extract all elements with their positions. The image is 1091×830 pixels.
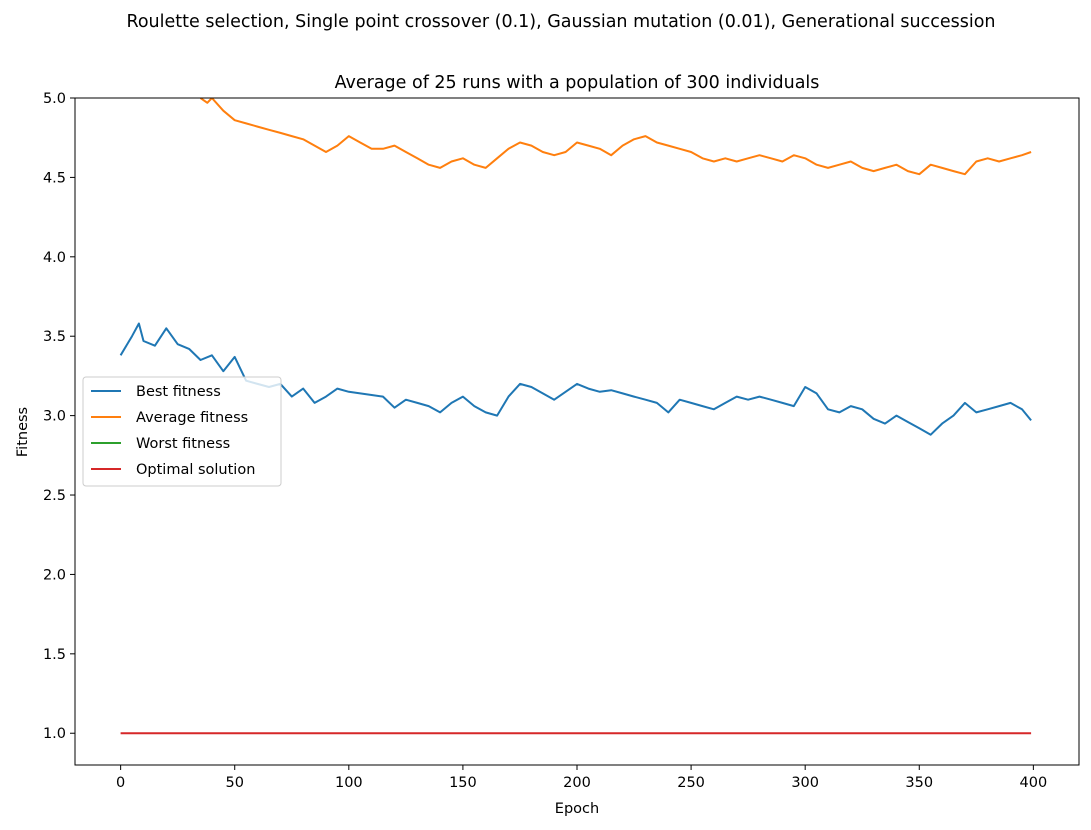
- legend-box: [82, 376, 282, 487]
- y-tick-label: 3.5: [43, 329, 66, 345]
- legend: Best fitness Average fitness Worst fitness…: [82, 376, 282, 487]
- x-tick-label: 250: [677, 775, 705, 791]
- y-tick-label: 1.5: [43, 647, 66, 663]
- y-tick-label: 5.0: [43, 91, 66, 107]
- x-tick-label: 300: [791, 775, 819, 791]
- y-tick-label: 2.0: [43, 567, 66, 583]
- legend-label-best-fitness: Best fitness: [136, 384, 221, 400]
- x-tick-label: 100: [335, 775, 363, 791]
- x-tick-label: 50: [226, 775, 244, 791]
- y-tick-label: 3.0: [43, 409, 66, 425]
- x-tick-label: 350: [905, 775, 933, 791]
- y-tick-label: 1.0: [43, 726, 66, 742]
- y-tick-label: 4.5: [43, 170, 66, 186]
- y-axis-label: Fitness: [15, 407, 31, 457]
- x-axis-label: Epoch: [555, 801, 599, 817]
- x-tick-label: 200: [563, 775, 591, 791]
- y-tick-label: 4.0: [43, 250, 66, 266]
- legend-label-worst-fitness: Worst fitness: [136, 436, 230, 452]
- x-axis: 0 50 100 150 200 250 300 350 400: [116, 765, 1047, 791]
- legend-label-optimal-solution: Optimal solution: [136, 462, 255, 478]
- chart-suptitle: Roulette selection, Single point crossov…: [126, 12, 995, 32]
- y-tick-label: 2.5: [43, 488, 66, 504]
- x-tick-label: 150: [449, 775, 477, 791]
- x-tick-label: 400: [1020, 775, 1048, 791]
- y-axis: 1.0 1.5 2.0 2.5 3.0 3.5 4.0 4.5 5.0: [43, 91, 75, 742]
- chart-title: Average of 25 runs with a population of …: [335, 73, 820, 93]
- series-line-average-fitness: [199, 98, 1032, 176]
- x-tick-label: 0: [116, 775, 125, 791]
- legend-label-average-fitness: Average fitness: [136, 410, 248, 426]
